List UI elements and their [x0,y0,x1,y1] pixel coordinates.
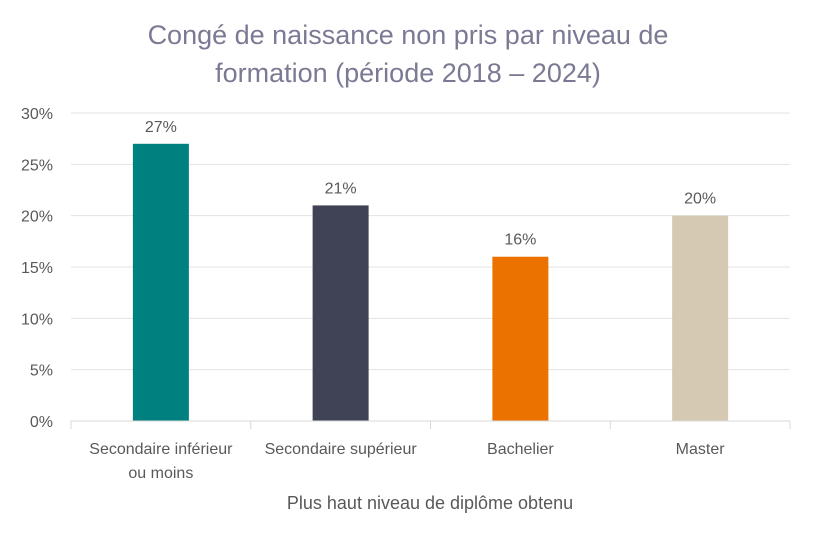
bar [132,143,189,422]
bar-value-label: 20% [684,191,716,208]
x-axis-label: Plus haut niveau de diplôme obtenu [287,493,573,513]
bar-value-label: 27% [145,119,177,136]
x-category-label: Secondaire inférieur ou moins [89,441,233,482]
x-category-label-line: Master [676,441,726,458]
x-axis [70,420,791,429]
x-category-label: Secondaire supérieur [265,441,418,458]
y-tick-label: 10% [21,311,53,328]
value-labels: 27% 21% 16% 20% [145,119,716,249]
y-tick-label: 25% [21,157,53,174]
bars [132,143,729,422]
gridlines [71,112,790,371]
bar-value-label: 16% [504,232,536,249]
x-category-label: Master [676,441,726,458]
bar [312,205,369,421]
x-category-label-line: Secondaire inférieur [89,441,233,458]
x-category-label-line: Secondaire supérieur [265,441,418,458]
x-category-label-line: Bachelier [487,441,554,458]
x-category-label: Bachelier [487,441,554,458]
y-tick-label: 30% [21,106,53,123]
chart-title-line: Congé de naissance non pris par niveau d… [148,20,669,50]
chart-title: Congé de naissance non pris par niveau d… [148,20,669,88]
chart-title-line: formation (période 2018 – 2024) [215,58,601,88]
x-category-label-line: ou moins [128,465,193,482]
y-tick-label: 5% [30,363,53,380]
y-tick-label: 20% [21,209,53,226]
bar [672,215,729,421]
y-tick-label: 0% [30,414,53,431]
bar [492,256,549,421]
y-tick-label: 15% [21,260,53,277]
bar-value-label: 21% [325,180,357,197]
y-axis-ticks: 0% 5% 10% 15% 20% 25% 30% [21,106,53,431]
x-axis-categories: Secondaire inférieur ou moins Secondaire s… [89,441,725,482]
